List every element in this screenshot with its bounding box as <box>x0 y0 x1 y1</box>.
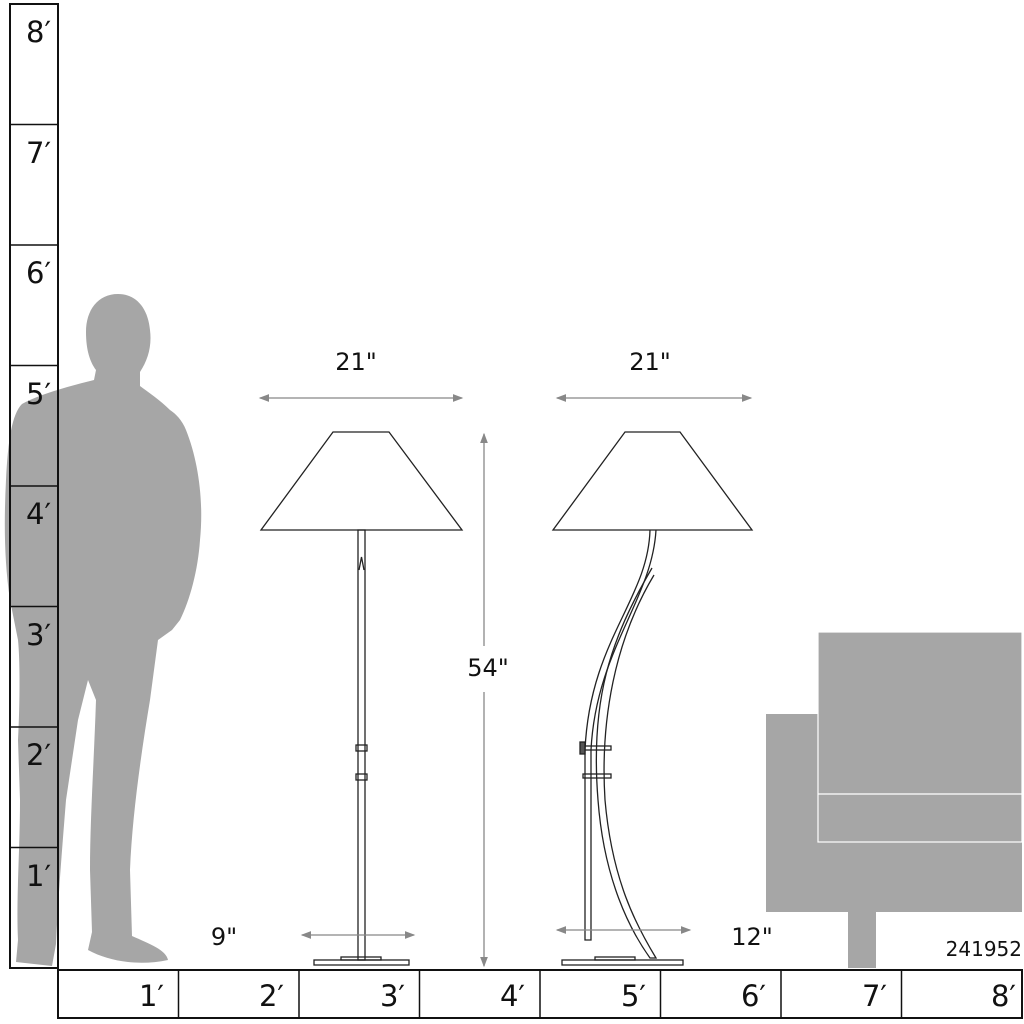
straight-floor-lamp <box>259 431 464 966</box>
hruler-label-2: 2′ <box>259 979 284 1013</box>
hruler-label-7: 7′ <box>862 979 887 1013</box>
vruler-label-5: 5′ <box>26 377 51 411</box>
product-code: 241952 <box>946 937 1022 961</box>
vruler-label-8: 8′ <box>26 15 51 49</box>
vruler-label-3: 3′ <box>26 618 51 652</box>
curved-floor-lamp <box>551 431 754 966</box>
vruler-label-6: 6′ <box>26 256 51 290</box>
hruler-label-1: 1′ <box>139 979 164 1013</box>
vertical-ruler: 8′ 7′ 6′ 5′ 4′ 3′ 2′ 1′ <box>9 3 59 969</box>
horizontal-ruler: 1′ 2′ 3′ 4′ 5′ 6′ 7′ 8′ <box>57 969 1023 1019</box>
hruler-label-6: 6′ <box>741 979 766 1013</box>
straight-shade-width: 21" <box>335 348 377 376</box>
curved-shade-width: 21" <box>629 348 671 376</box>
hruler-label-3: 3′ <box>380 979 405 1013</box>
vruler-label-7: 7′ <box>26 136 51 170</box>
curved-base-width: 12" <box>731 923 773 951</box>
straight-base-width: 9" <box>211 923 237 951</box>
vruler-label-2: 2′ <box>26 738 51 772</box>
person-silhouette <box>4 294 202 966</box>
chair-silhouette <box>766 631 1023 968</box>
lamp-height: 54" <box>467 654 509 682</box>
hruler-label-5: 5′ <box>621 979 646 1013</box>
vruler-label-1: 1′ <box>26 859 51 893</box>
hruler-label-4: 4′ <box>500 979 525 1013</box>
hruler-label-8: 8′ <box>991 979 1016 1013</box>
vruler-label-4: 4′ <box>26 497 51 531</box>
